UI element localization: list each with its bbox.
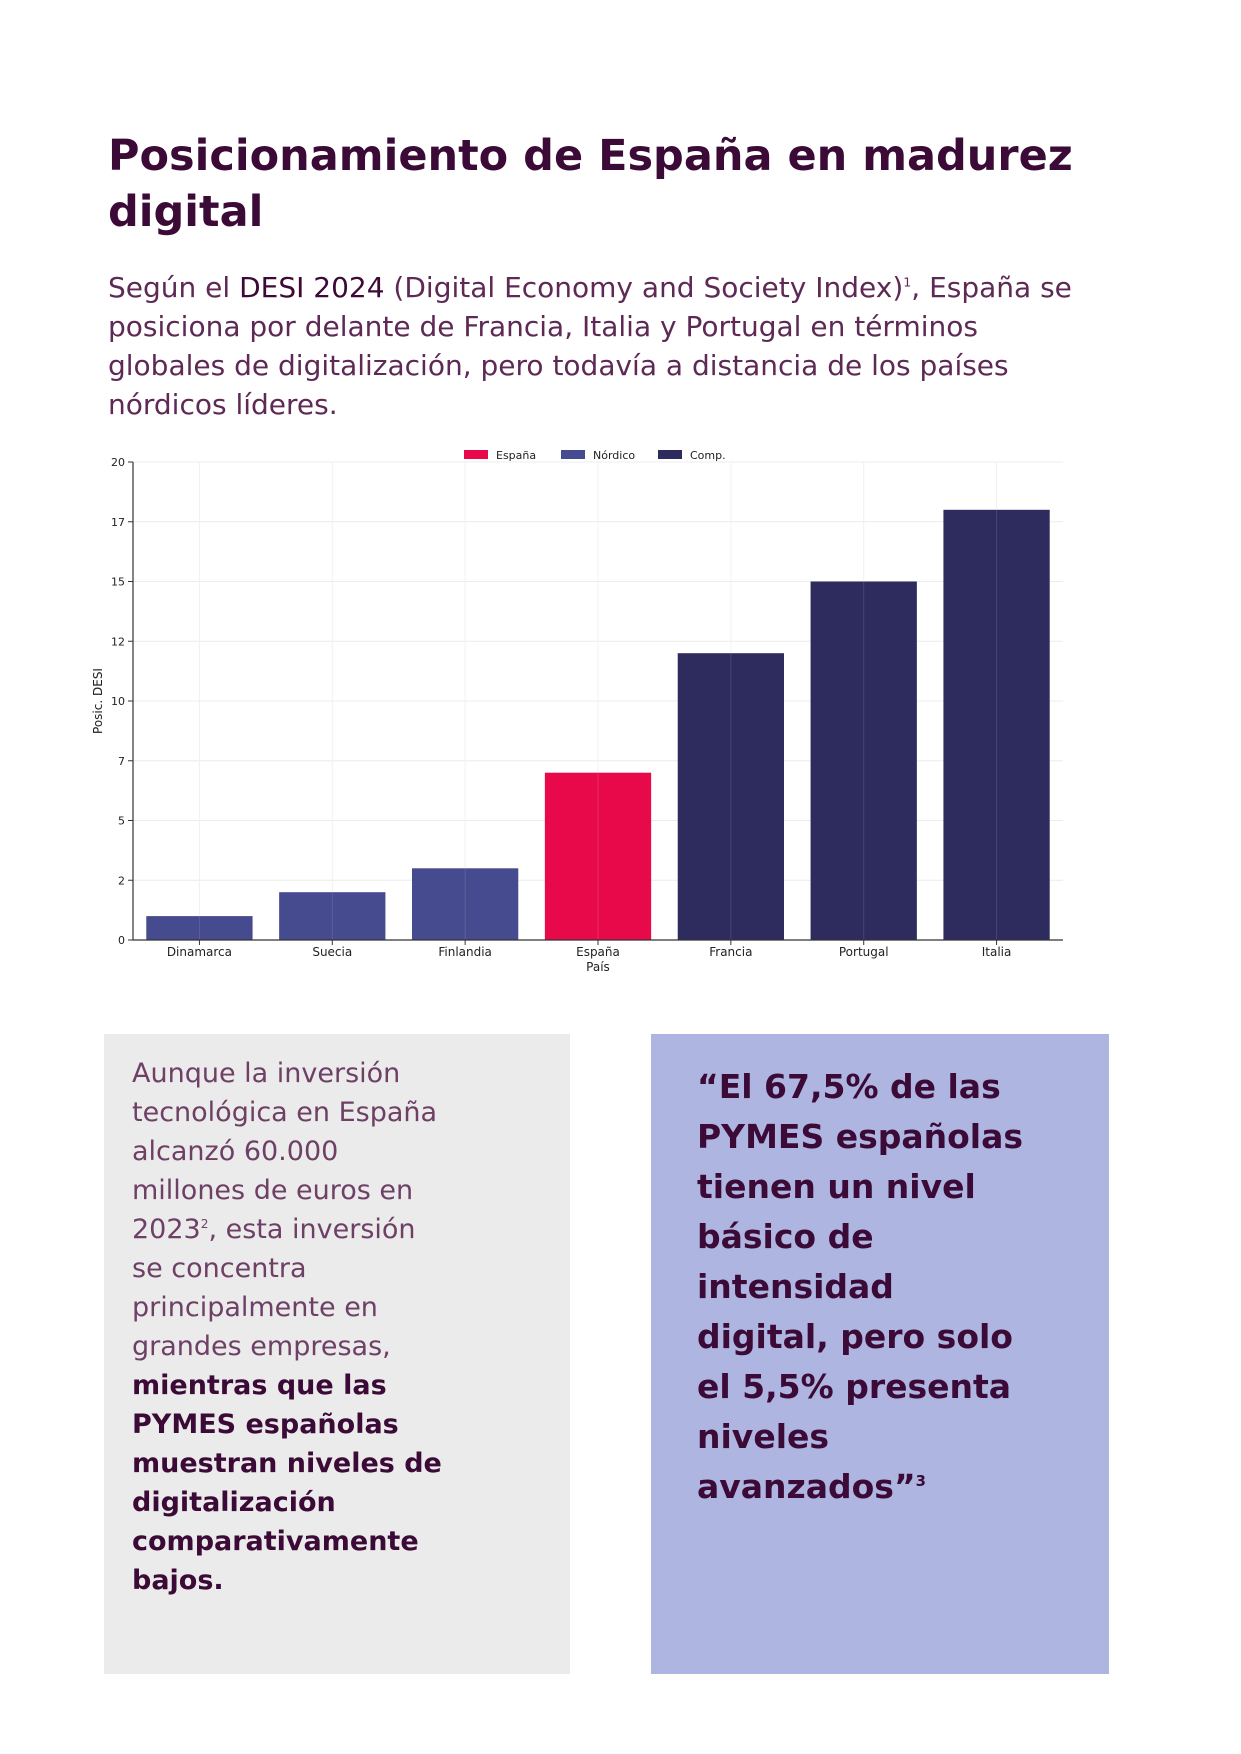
bar-italia [943, 509, 1050, 940]
x-tick-label: España [576, 945, 620, 959]
x-tick-label: Italia [982, 945, 1012, 959]
x-tick-label: Suecia [312, 945, 352, 959]
chart-svg: 0 2 5 7 10 12 15 17 20 Dinamarca Suecia Finlandia Es… [91, 449, 1063, 974]
x-tick-label: Francia [709, 945, 752, 959]
pymes-quote: “El 67,5% de las PYMES españolas tienen … [697, 1062, 1027, 1512]
x-tick-label: Finlandia [438, 945, 492, 959]
y-tick-label: 0 [118, 934, 125, 947]
bar-españa [544, 772, 652, 940]
y-tick-label: 15 [111, 576, 125, 589]
pymes-quote-text: “El 67,5% de las PYMES españolas tienen … [697, 1067, 1024, 1506]
y-tick-label: 17 [111, 516, 125, 529]
intro-middle: (Digital Economy and Society Index) [384, 271, 904, 304]
y-tick-label: 2 [118, 874, 125, 887]
intro-source: DESI 2024 [239, 271, 385, 304]
legend-label: Nórdico [593, 449, 635, 462]
legend-label: Comp. [690, 449, 726, 462]
legend-swatch [658, 450, 682, 459]
bar-dinamarca [146, 916, 253, 940]
investment-text: Aunque la inversión tecnológica en Españ… [132, 1054, 442, 1600]
intro-paragraph: Según el DESI 2024 (Digital Economy and … [108, 268, 1098, 424]
quote-card: “El 67,5% de las PYMES españolas tienen … [651, 1034, 1109, 1674]
y-tick-label: 20 [111, 456, 125, 469]
y-axis-label: Posic. DESI [91, 668, 105, 734]
y-tick-label: 5 [118, 815, 125, 828]
y-tick-label: 12 [111, 635, 125, 648]
legend-label: España [496, 449, 536, 462]
bar-portugal [810, 581, 917, 940]
investment-card: Aunque la inversión tecnológica en Españ… [104, 1034, 570, 1674]
investment-footnote-ref: 2 [200, 1217, 209, 1231]
x-tick-label: Portugal [839, 945, 889, 959]
y-tick-label: 7 [118, 755, 125, 768]
bar-suecia [279, 892, 386, 940]
x-axis-label: País [586, 960, 610, 974]
desi-bar-chart: 0 2 5 7 10 12 15 17 20 Dinamarca Suecia Finlandia Es… [80, 440, 1080, 980]
bar-finlandia [412, 868, 519, 940]
y-tick-label: 10 [111, 695, 125, 708]
investment-text-bold: mientras que las PYMES españolas muestra… [132, 1370, 442, 1596]
investment-text-prefix: Aunque la inversión tecnológica en Españ… [132, 1058, 438, 1245]
legend-swatch [464, 450, 488, 459]
intro-prefix: Según el [108, 271, 240, 304]
page-title: Posicionamiento de España en madurez dig… [108, 131, 1073, 237]
investment-text-middle: , esta inversión se concentra principalm… [132, 1214, 416, 1362]
x-tick-label: Dinamarca [167, 945, 232, 959]
quote-footnote-ref: 3 [915, 1472, 926, 1490]
intro-footnote-ref: 1 [903, 274, 912, 290]
legend-swatch [561, 450, 585, 459]
bar-francia [677, 653, 784, 940]
intro-suffix: , España se posiciona por delante de Fra… [108, 271, 1072, 421]
